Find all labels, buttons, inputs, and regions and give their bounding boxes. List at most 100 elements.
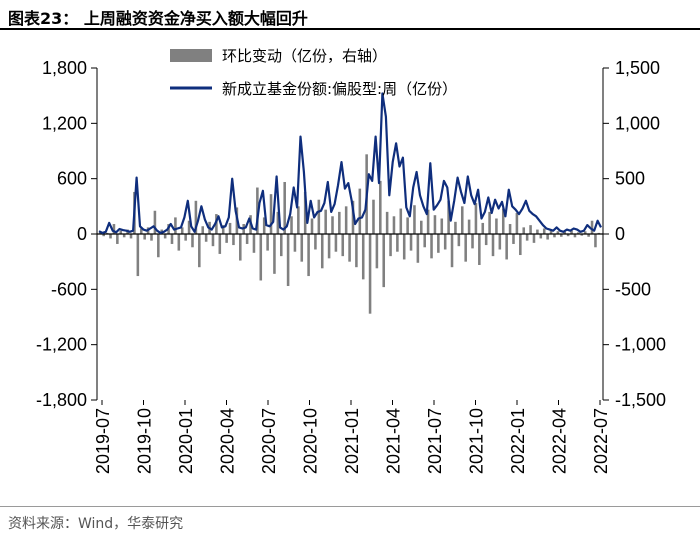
right-tick-label: 500 <box>615 169 645 189</box>
bar <box>225 234 228 243</box>
bar <box>392 216 396 234</box>
bar <box>519 234 522 256</box>
bar <box>239 234 242 261</box>
bar <box>331 216 334 234</box>
bar <box>211 234 215 247</box>
bar <box>215 214 218 234</box>
bar <box>344 206 348 234</box>
bar <box>443 234 447 250</box>
x-tick-label: 2020-04 <box>218 408 238 474</box>
bar <box>191 234 194 248</box>
bar <box>590 220 594 234</box>
bar <box>180 227 184 234</box>
bar <box>512 234 515 244</box>
bar <box>580 234 584 236</box>
x-tick-label: 2022-07 <box>591 408 611 474</box>
bar <box>334 234 338 252</box>
bar <box>252 234 256 253</box>
bar <box>228 222 232 234</box>
bar <box>542 228 546 234</box>
bar <box>501 208 505 234</box>
source-note: 资料来源：Wind，华泰研究 <box>8 516 184 532</box>
bar <box>314 234 317 250</box>
bar <box>122 234 126 238</box>
x-tick-label: 2019-10 <box>135 408 155 474</box>
bar <box>348 234 351 262</box>
bar <box>430 234 433 259</box>
bar <box>170 234 174 244</box>
bar <box>358 188 362 234</box>
bar <box>495 218 498 234</box>
bar <box>379 180 382 234</box>
bar <box>218 234 222 254</box>
x-tick-label: 2019-07 <box>93 408 113 474</box>
bar <box>406 217 409 234</box>
bar <box>563 231 566 234</box>
bar <box>221 225 225 234</box>
bar <box>416 234 420 263</box>
bar <box>536 229 539 234</box>
bar <box>508 224 512 234</box>
bar <box>259 234 263 281</box>
left-tick-label: -600 <box>51 279 87 299</box>
bar <box>539 234 543 239</box>
left-tick-label: 600 <box>57 169 87 189</box>
bar <box>577 232 580 234</box>
bar <box>491 234 495 257</box>
bar <box>163 234 167 239</box>
bar <box>385 211 389 234</box>
bar <box>187 220 191 234</box>
right-tick-label: 0 <box>615 224 625 244</box>
right-tick-label: 1,500 <box>615 58 660 78</box>
bar <box>594 234 597 248</box>
bar <box>382 234 386 288</box>
bar <box>198 234 201 268</box>
bar <box>310 218 314 234</box>
bar <box>153 210 157 234</box>
bar <box>256 187 259 234</box>
bar <box>184 234 187 241</box>
bar <box>532 234 536 243</box>
bar <box>297 206 300 234</box>
bar <box>433 215 437 234</box>
bar <box>269 194 273 234</box>
bar <box>573 234 577 238</box>
x-tick-label: 2022-01 <box>508 408 528 474</box>
bar <box>478 234 481 265</box>
bar <box>402 234 406 260</box>
bar <box>372 199 375 234</box>
bar <box>283 181 286 234</box>
bar <box>546 234 549 240</box>
source-divider <box>0 506 700 507</box>
bar <box>112 224 116 234</box>
left-tick-label: 1,200 <box>42 113 87 133</box>
bar <box>549 230 553 234</box>
bar <box>320 234 324 269</box>
bar <box>341 234 345 257</box>
bar <box>481 222 485 234</box>
bar <box>413 205 416 234</box>
right-tick-label: -500 <box>615 279 651 299</box>
bar <box>307 234 310 277</box>
bar <box>324 209 327 234</box>
legend-line-label: 新成立基金份额:偏股型:周（亿份） <box>222 80 457 98</box>
bar <box>505 234 508 260</box>
bar <box>150 234 153 241</box>
bar <box>273 234 276 274</box>
bar <box>553 234 556 238</box>
bar <box>440 218 444 234</box>
left-tick-label: -1,200 <box>36 335 87 355</box>
legend-bar-swatch <box>170 49 212 62</box>
legend: 环比变动（亿份，右轴） 新成立基金份额:偏股型:周（亿份） <box>170 47 457 98</box>
bar <box>587 234 590 237</box>
bar <box>102 234 105 237</box>
bar <box>484 234 488 246</box>
chart-title: 图表23： 上周融资资金净买入额大幅回升 <box>8 9 308 28</box>
bar <box>204 234 208 242</box>
bar <box>351 200 355 234</box>
bar <box>300 234 304 262</box>
bar <box>143 234 146 240</box>
bar <box>389 234 392 257</box>
bar <box>368 234 372 314</box>
chart: 1,800 1,200 600 0 -600 -1,200 -1,800 1,500 1,00… <box>36 47 666 474</box>
